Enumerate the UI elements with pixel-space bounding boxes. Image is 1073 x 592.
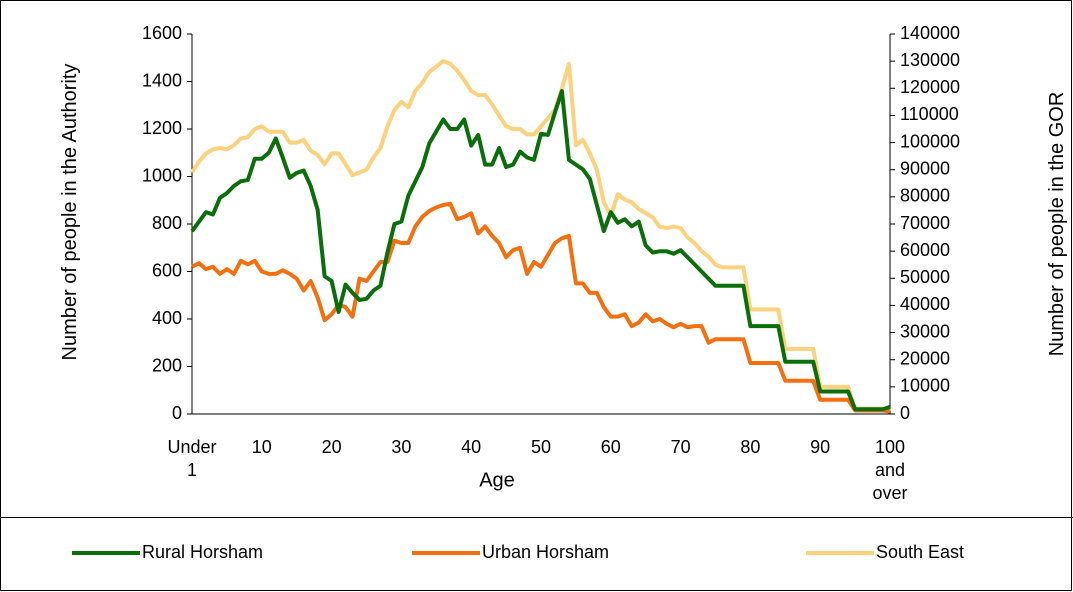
series-line: [191, 201, 891, 414]
x-tick-label: 50: [530, 437, 552, 457]
legend-label: Urban Horsham: [482, 542, 609, 562]
y2-tick-label: 90000: [900, 158, 950, 178]
x-tick-label: 90: [810, 437, 831, 457]
y2-tick-label: 30000: [900, 321, 950, 341]
x-tick-label: 10: [251, 437, 272, 457]
y2-tick-label: 110000: [900, 104, 959, 124]
y-tick-label: 0: [172, 403, 182, 423]
y-tick-label: 600: [152, 260, 182, 280]
y2-tick-label: 80000: [900, 186, 950, 206]
y2-tick-label: 100000: [900, 131, 960, 151]
x-tick-label: 80: [740, 437, 761, 457]
y2-tick-label: 120000: [900, 77, 960, 97]
y-tick-label: 1400: [142, 70, 182, 90]
y2-tick-label: 70000: [900, 213, 950, 233]
y2-tick-label: 10000: [900, 376, 950, 396]
y2-tick-label: 50000: [900, 267, 950, 287]
x-tick-label: 20: [321, 437, 342, 457]
y-tick-label: 1000: [142, 165, 182, 185]
y-tick-label: 1600: [142, 23, 182, 43]
y-tick-label: 800: [152, 213, 182, 233]
x-tick-label: 30: [391, 437, 412, 457]
x-tick-label: 100 and over: [872, 437, 908, 503]
x-axis-label: Age: [479, 469, 515, 491]
y-axis-label: Number of people in the Authority: [59, 63, 81, 361]
y2-tick-label: 40000: [900, 294, 950, 314]
y-tick-label: 400: [152, 308, 182, 328]
x-tick-label: Under 1: [167, 437, 217, 480]
y-tick-label: 1200: [142, 118, 182, 138]
y2-tick-label: 140000: [900, 23, 960, 43]
x-tick-label: 70: [670, 437, 691, 457]
y2-tick-label: 60000: [900, 240, 950, 260]
legend-label: South East: [876, 542, 964, 562]
series-line: [190, 59, 891, 414]
y2-tick-label: 20000: [900, 348, 950, 368]
x-tick-label: 60: [600, 437, 621, 457]
y2-tick-label: 0: [900, 403, 910, 423]
y2-tick-label: 130000: [900, 50, 960, 70]
y2-axis-label: Number of people in the GOR: [1046, 91, 1068, 357]
legend-label: Rural Horsham: [142, 542, 263, 562]
x-tick-label: 40: [461, 437, 482, 457]
series-line: [190, 89, 891, 412]
y-tick-label: 200: [152, 355, 182, 375]
